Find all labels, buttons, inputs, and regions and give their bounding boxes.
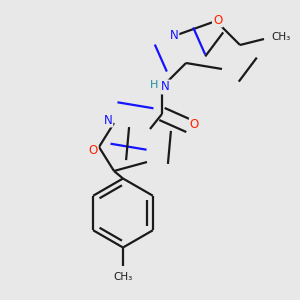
Text: O: O [213,14,222,27]
Text: O: O [190,118,199,131]
Text: CH₃: CH₃ [272,32,291,43]
Text: H: H [150,80,159,91]
Text: N: N [161,80,170,94]
Text: CH₃: CH₃ [113,272,133,282]
Text: N: N [169,28,178,42]
Text: N: N [103,113,112,127]
Text: O: O [88,143,98,157]
